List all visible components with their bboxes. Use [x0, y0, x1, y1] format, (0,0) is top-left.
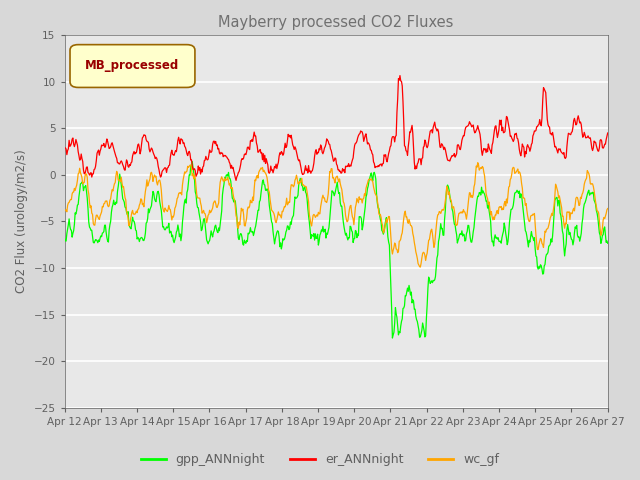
FancyBboxPatch shape [70, 45, 195, 87]
Title: Mayberry processed CO2 Fluxes: Mayberry processed CO2 Fluxes [218, 15, 454, 30]
Y-axis label: CO2 Flux (urology/m2/s): CO2 Flux (urology/m2/s) [15, 150, 28, 293]
Text: MB_processed: MB_processed [85, 60, 180, 72]
Legend: gpp_ANNnight, er_ANNnight, wc_gf: gpp_ANNnight, er_ANNnight, wc_gf [136, 448, 504, 471]
